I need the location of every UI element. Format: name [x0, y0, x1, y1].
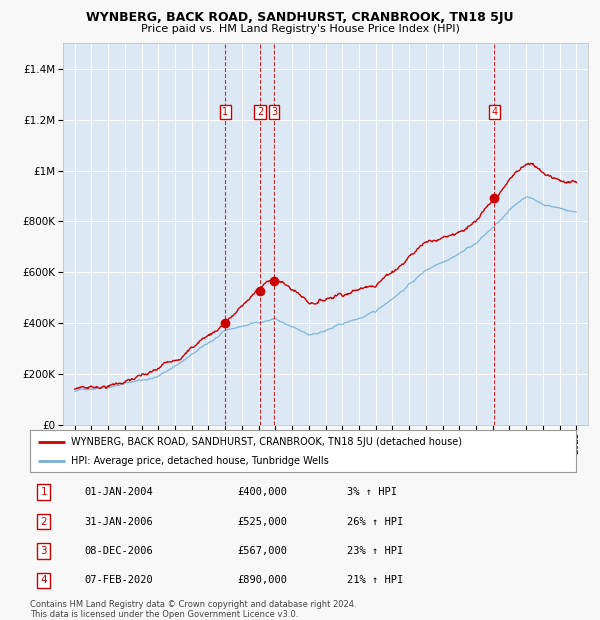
Text: Price paid vs. HM Land Registry's House Price Index (HPI): Price paid vs. HM Land Registry's House …	[140, 24, 460, 33]
Text: WYNBERG, BACK ROAD, SANDHURST, CRANBROOK, TN18 5JU (detached house): WYNBERG, BACK ROAD, SANDHURST, CRANBROOK…	[71, 436, 462, 446]
Text: WYNBERG, BACK ROAD, SANDHURST, CRANBROOK, TN18 5JU: WYNBERG, BACK ROAD, SANDHURST, CRANBROOK…	[86, 11, 514, 24]
Text: 21% ↑ HPI: 21% ↑ HPI	[347, 575, 403, 585]
Text: 08-DEC-2006: 08-DEC-2006	[85, 546, 154, 556]
Text: 26% ↑ HPI: 26% ↑ HPI	[347, 516, 403, 526]
Text: 2: 2	[40, 516, 47, 526]
Text: 3: 3	[271, 107, 277, 117]
Text: 1: 1	[40, 487, 47, 497]
Text: £400,000: £400,000	[238, 487, 287, 497]
Text: 01-JAN-2004: 01-JAN-2004	[85, 487, 154, 497]
Text: 23% ↑ HPI: 23% ↑ HPI	[347, 546, 403, 556]
Text: 4: 4	[491, 107, 497, 117]
Text: 2: 2	[257, 107, 263, 117]
Text: 1: 1	[222, 107, 228, 117]
Text: 31-JAN-2006: 31-JAN-2006	[85, 516, 154, 526]
Text: £525,000: £525,000	[238, 516, 287, 526]
Text: 3% ↑ HPI: 3% ↑ HPI	[347, 487, 397, 497]
Text: 4: 4	[40, 575, 47, 585]
Text: 07-FEB-2020: 07-FEB-2020	[85, 575, 154, 585]
Text: £567,000: £567,000	[238, 546, 287, 556]
Text: 3: 3	[40, 546, 47, 556]
Text: £890,000: £890,000	[238, 575, 287, 585]
Text: Contains HM Land Registry data © Crown copyright and database right 2024.
This d: Contains HM Land Registry data © Crown c…	[30, 600, 356, 619]
Text: HPI: Average price, detached house, Tunbridge Wells: HPI: Average price, detached house, Tunb…	[71, 456, 329, 466]
